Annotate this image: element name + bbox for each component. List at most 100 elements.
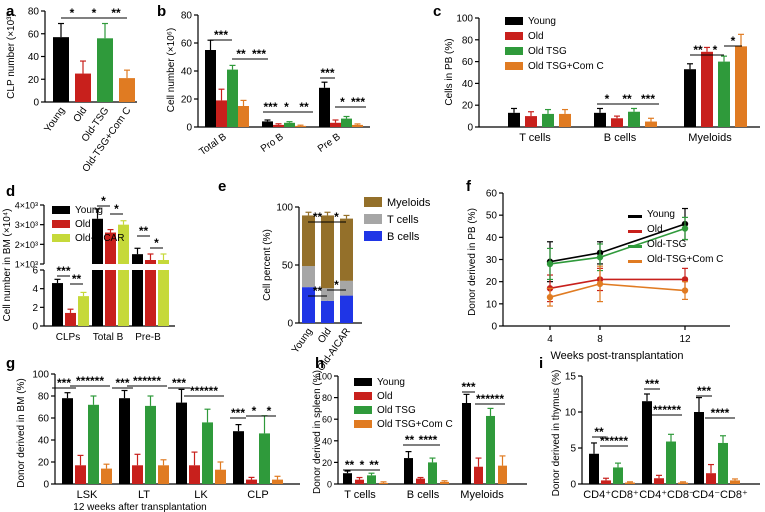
y-tick-label: 20 <box>462 101 474 112</box>
legend-label: Young <box>647 209 675 220</box>
bar <box>352 124 363 127</box>
bar <box>601 480 611 484</box>
legend-swatch <box>628 215 642 218</box>
significance-label: *** <box>697 384 711 398</box>
bar <box>486 415 495 484</box>
significance-label: * <box>101 194 106 208</box>
legend-swatch <box>505 17 523 25</box>
bar <box>355 479 364 484</box>
legend-swatch <box>628 230 642 233</box>
bar <box>428 462 437 484</box>
significance-label: *** <box>115 376 129 390</box>
y-tick-label: 0 <box>570 480 576 491</box>
legend-swatch <box>354 406 372 414</box>
stacked-bar-segment <box>340 218 353 281</box>
significance-label: ** <box>139 224 149 238</box>
bar <box>246 479 257 484</box>
y-tick-label: 15 <box>565 372 577 383</box>
y-tick-label: 20 <box>38 458 50 469</box>
x-tick-label: B cells <box>407 489 440 501</box>
bar <box>189 465 200 484</box>
y-tick-label: 60 <box>462 57 474 68</box>
legend-swatch <box>505 47 523 55</box>
bar <box>589 453 599 484</box>
stacked-bar-segment <box>321 300 334 323</box>
y-tick-label: 0 <box>287 319 293 330</box>
significance-label: *** <box>461 380 475 394</box>
stacked-bar-segment <box>321 288 334 301</box>
bar <box>238 106 249 127</box>
legend-label: Myeloids <box>387 197 431 209</box>
bar <box>440 481 449 484</box>
y-axis-title: Cell percent (%) <box>262 229 273 301</box>
legend-label: T cells <box>387 214 419 226</box>
y-tick-label: 40 <box>322 436 332 446</box>
bar <box>718 442 728 484</box>
significance-label: ** <box>594 425 604 439</box>
bar <box>272 479 283 484</box>
significance-label: ** <box>405 433 415 447</box>
y-tick-label: 60 <box>28 29 40 40</box>
significance-label: ** <box>369 458 379 472</box>
significance-label: **** <box>711 406 730 420</box>
stacked-bar-segment <box>302 266 315 288</box>
panel-letter: a <box>6 3 15 20</box>
bar <box>684 69 696 127</box>
significance-label: * <box>267 404 272 418</box>
significance-label: * <box>360 458 365 472</box>
y-tick-label: 4×10³ <box>15 201 38 211</box>
bar <box>594 112 606 127</box>
data-point <box>681 276 689 283</box>
panel-letter: h <box>315 355 324 372</box>
y-tick-label: 60 <box>486 189 498 200</box>
y-tick-label: 10 <box>565 408 577 419</box>
y-tick-label: 5 <box>570 444 576 455</box>
bar <box>233 431 244 484</box>
panel-g: g 0 20 40 60 80 100 Donor derived in BM (%) LSK L… <box>6 355 300 512</box>
legend-label: B cells <box>387 231 420 243</box>
legend-label: Young <box>75 205 103 216</box>
bar <box>525 116 537 127</box>
bar <box>625 482 635 484</box>
bar <box>273 124 284 127</box>
panel-b: b 0 20 40 60 80 Cell number (×10⁶) Total B Pro B… <box>157 3 370 158</box>
bar <box>75 73 91 102</box>
bar-upper <box>145 260 156 264</box>
significance-label: ****** <box>476 392 504 406</box>
y-tick-label: 80 <box>38 392 50 403</box>
bar <box>101 468 112 484</box>
legend-label: Old-TSG <box>647 239 687 250</box>
panel-c: c 0 20 40 60 80 100 Cells in PB (%) T cells B cel… <box>433 3 760 144</box>
bar <box>319 87 330 127</box>
panel-letter: g <box>6 355 15 372</box>
bar <box>379 482 388 484</box>
significance-label: ** <box>313 284 323 298</box>
y-axis-title: CLP number (×10³) <box>6 13 17 99</box>
y-tick-label: 10 <box>486 299 498 310</box>
bar <box>259 433 270 484</box>
legend-swatch <box>52 206 70 214</box>
y-tick-label: 30 <box>486 255 498 266</box>
x-tick-label: CD4⁺CD8⁻ <box>639 489 695 501</box>
significance-label: ** <box>622 92 632 106</box>
y-axis-title: Cell number in BM (×10⁴) <box>2 209 13 322</box>
legend-label: Old TSG <box>377 405 416 416</box>
significance-label: ****** <box>653 403 681 417</box>
x-axis-title: Weeks post-transplantation <box>550 350 683 362</box>
y-tick-label: 60 <box>38 414 50 425</box>
legend-swatch <box>628 245 642 248</box>
y-tick-label: 80 <box>322 393 332 403</box>
bar <box>205 50 216 127</box>
x-tick-label: LK <box>194 489 208 501</box>
bar <box>158 465 169 484</box>
bar <box>654 478 664 484</box>
data-point <box>546 260 554 268</box>
bar <box>132 465 143 484</box>
x-tick-label: Young <box>42 105 67 134</box>
significance-label: * <box>92 6 97 20</box>
significance-label: * <box>605 92 610 106</box>
bar <box>341 118 352 127</box>
